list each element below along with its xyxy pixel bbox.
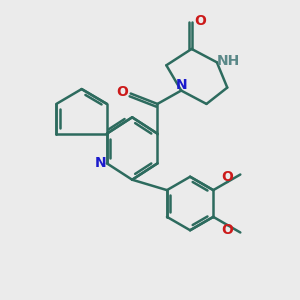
Text: N: N xyxy=(95,156,107,170)
Text: NH: NH xyxy=(217,54,240,68)
Text: N: N xyxy=(176,78,187,92)
Text: O: O xyxy=(221,169,233,184)
Text: O: O xyxy=(116,85,128,99)
Text: O: O xyxy=(221,224,233,237)
Text: O: O xyxy=(195,14,206,28)
